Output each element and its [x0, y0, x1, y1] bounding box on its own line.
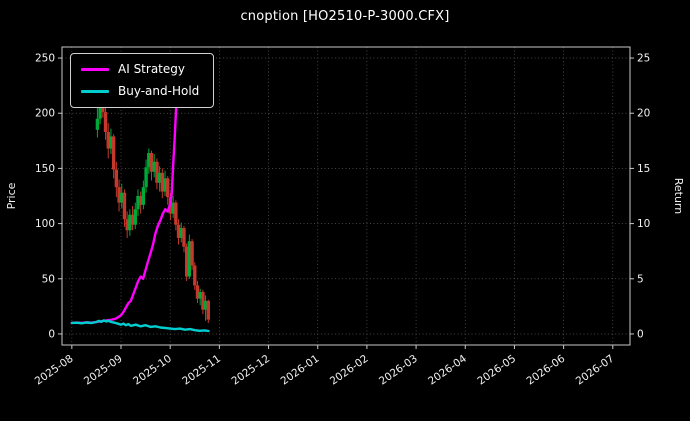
svg-text:2025-11: 2025-11: [180, 353, 223, 388]
line-series-buy_and_hold: [70, 319, 210, 333]
svg-text:2026-01: 2026-01: [279, 353, 322, 388]
svg-text:150: 150: [35, 163, 55, 175]
axis-ticks: [58, 57, 634, 349]
legend-label-ai-strategy: AI Strategy: [118, 62, 185, 76]
chart-title: cnoption [HO2510-P-3000.CFX]: [240, 9, 450, 24]
svg-text:2026-05: 2026-05: [475, 353, 518, 388]
svg-text:100: 100: [35, 218, 55, 230]
svg-text:200: 200: [35, 108, 55, 120]
candlestick-series: [95, 82, 211, 323]
legend-label-buy-and-hold: Buy-and-Hold: [118, 84, 200, 98]
svg-text:2026-02: 2026-02: [328, 353, 371, 388]
ai-strategy-swatch: [81, 67, 109, 71]
svg-text:15: 15: [637, 163, 650, 175]
svg-text:2026-06: 2026-06: [525, 352, 568, 387]
svg-text:0: 0: [637, 328, 644, 340]
svg-text:2026-07: 2026-07: [574, 353, 617, 388]
svg-text:0: 0: [48, 328, 55, 340]
plot-border: [61, 46, 631, 346]
svg-text:25: 25: [637, 53, 650, 65]
svg-text:2026-03: 2026-03: [377, 353, 420, 388]
legend-item-ai-strategy: AI Strategy: [81, 62, 199, 76]
svg-text:2025-09: 2025-09: [82, 353, 125, 388]
svg-text:2025-12: 2025-12: [229, 353, 272, 388]
legend-item-buy-and-hold: Buy-and-Hold: [81, 84, 199, 98]
buy-and-hold-swatch: [81, 89, 109, 93]
svg-text:20: 20: [637, 108, 650, 120]
svg-text:250: 250: [35, 53, 55, 65]
svg-text:2026-04: 2026-04: [426, 352, 469, 387]
svg-text:5: 5: [637, 273, 644, 285]
svg-text:2025-08: 2025-08: [33, 353, 76, 388]
svg-text:50: 50: [42, 273, 55, 285]
legend: AI Strategy Buy-and-Hold: [70, 53, 215, 108]
y-axis-label-left: Price: [5, 182, 18, 209]
y-axis-label-right: Return: [672, 178, 685, 215]
svg-text:10: 10: [637, 218, 650, 230]
svg-text:2025-10: 2025-10: [131, 353, 174, 388]
